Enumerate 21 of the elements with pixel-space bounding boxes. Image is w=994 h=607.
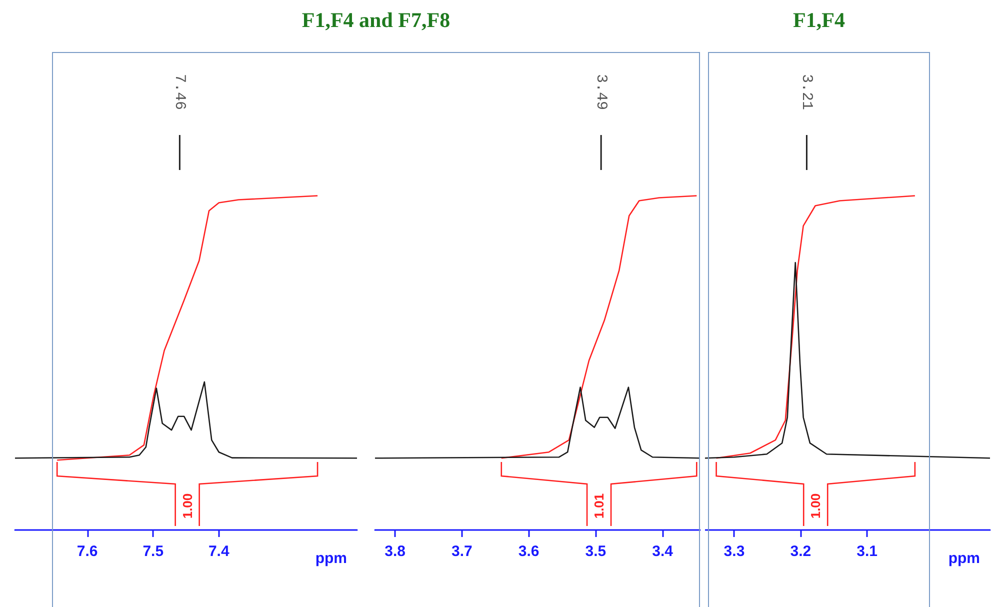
text: 3.21 (798, 74, 816, 110)
x-tick-label: 3.1 (856, 543, 878, 560)
x-tick-label: 7.5 (142, 543, 164, 560)
text: 3.49 (592, 74, 610, 110)
annotation: 1.01 (592, 493, 607, 519)
x-axis-title: ppm (948, 550, 980, 567)
annotation: 1.00 (808, 493, 824, 519)
text: 7.46 (171, 74, 188, 110)
chart-title: F1,F4 and F7,F8 (300, 8, 452, 33)
x-tick-label: 7.4 (208, 543, 230, 560)
x-tick-label: 3.7 (452, 543, 472, 560)
x-tick-label: 3.6 (518, 543, 540, 560)
x-axis-title: ppm (315, 550, 347, 567)
x-tick-label: 3.4 (652, 543, 674, 560)
x-tick-label: 3.8 (384, 543, 406, 560)
x-tick-label: 3.2 (790, 543, 812, 560)
x-tick-label: 3.3 (724, 543, 745, 560)
annotation: 1.00 (180, 493, 195, 519)
chart-title: F1,F4 (792, 8, 846, 33)
x-tick-label: 3.5 (585, 543, 606, 560)
x-tick-label: 7.6 (76, 543, 98, 560)
